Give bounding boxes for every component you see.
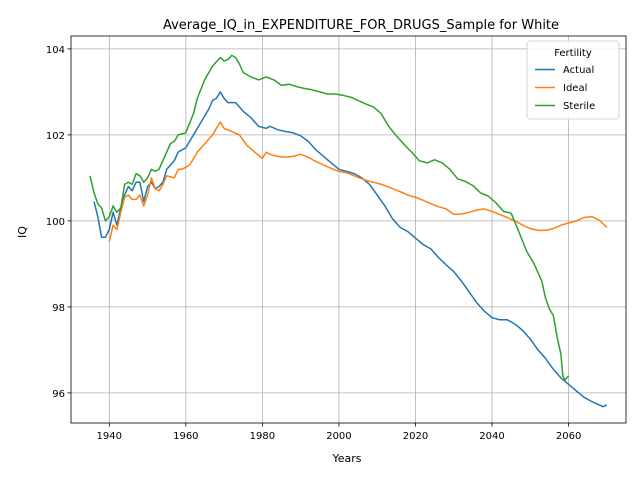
plot-frame [70,35,627,424]
y-tick-label: 102 [46,131,65,142]
x-axis-title: Years [331,452,361,465]
chart-title: Average_IQ_in_EXPENDITURE_FOR_DRUGS_Samp… [163,18,559,33]
legend: Fertility Actual Ideal Sterile [526,40,620,120]
y-tick-label: 98 [52,303,65,314]
x-axis: 1940 1960 1980 2000 2020 2040 2060 [97,423,581,442]
series-line-ideal [108,121,608,242]
series-lines [89,54,608,408]
y-tick-label: 96 [52,389,65,400]
y-tick-label: 104 [46,45,65,56]
x-tick-label: 2020 [403,431,428,442]
legend-label-actual: Actual [563,65,594,76]
x-tick-label: 1980 [250,431,275,442]
x-tick-label: 1960 [173,431,198,442]
series-line-sterile [89,54,570,381]
x-tick-label: 2000 [326,431,351,442]
series-line-actual [93,91,608,408]
x-tick-label: 2040 [479,431,504,442]
y-tick-label: 100 [46,217,65,228]
grid-lines [71,36,626,423]
x-tick-label: 1940 [97,431,122,442]
legend-box [526,40,620,120]
legend-title: Fertility [554,48,592,59]
y-axis-title: IQ [16,226,29,238]
y-axis: 96 98 100 102 104 [46,45,71,400]
legend-label-ideal: Ideal [563,83,587,94]
legend-label-sterile: Sterile [563,101,595,112]
x-tick-label: 2060 [556,431,581,442]
